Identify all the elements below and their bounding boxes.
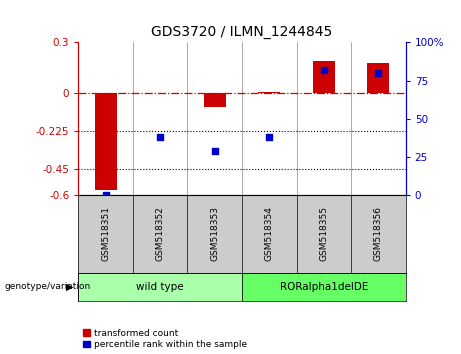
Text: GSM518355: GSM518355 <box>319 206 328 261</box>
Text: GSM518352: GSM518352 <box>156 206 165 261</box>
Text: GSM518356: GSM518356 <box>374 206 383 261</box>
Point <box>320 67 327 73</box>
Text: genotype/variation: genotype/variation <box>5 282 91 291</box>
Bar <box>367 63 389 93</box>
Text: GSM518351: GSM518351 <box>101 206 110 261</box>
Bar <box>313 61 335 93</box>
Point <box>375 70 382 76</box>
Legend: transformed count, percentile rank within the sample: transformed count, percentile rank withi… <box>83 329 247 349</box>
Bar <box>258 92 280 93</box>
Text: RORalpha1delDE: RORalpha1delDE <box>280 282 368 292</box>
Text: ▶: ▶ <box>66 282 74 292</box>
Point <box>266 134 273 140</box>
Bar <box>78 273 242 301</box>
Bar <box>95 93 117 190</box>
Point <box>157 134 164 140</box>
Text: GSM518353: GSM518353 <box>210 206 219 261</box>
Bar <box>242 273 406 301</box>
Point <box>211 148 219 153</box>
Text: GSM518354: GSM518354 <box>265 206 274 261</box>
Title: GDS3720 / ILMN_1244845: GDS3720 / ILMN_1244845 <box>151 25 333 39</box>
Bar <box>204 93 226 107</box>
Text: wild type: wild type <box>136 282 184 292</box>
Point <box>102 192 109 198</box>
